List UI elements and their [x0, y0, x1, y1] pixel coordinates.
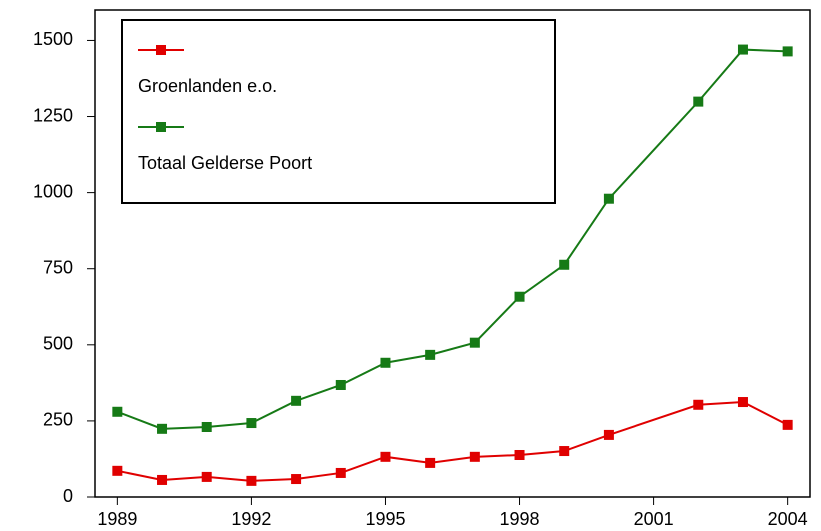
point-marker	[380, 357, 391, 368]
point-marker	[559, 446, 570, 457]
point-marker	[737, 44, 748, 55]
point-marker	[469, 337, 480, 348]
legend-label: Totaal Gelderse Poort	[138, 153, 312, 173]
point-marker	[737, 397, 748, 408]
point-marker	[335, 379, 346, 390]
x-tick-label: 2004	[768, 509, 808, 529]
point-marker	[425, 457, 436, 468]
point-marker	[157, 423, 168, 434]
point-marker	[693, 399, 704, 410]
x-tick-label: 1998	[500, 509, 540, 529]
point-marker	[201, 471, 212, 482]
series-line	[117, 401, 789, 482]
point-marker	[112, 406, 123, 417]
x-tick-label: 1995	[365, 509, 405, 529]
point-marker	[514, 291, 525, 302]
plot-frame	[94, 9, 811, 498]
y-tick-label: 1250	[33, 105, 73, 125]
point-marker	[425, 349, 436, 360]
x-tick-label: 1989	[97, 509, 137, 529]
y-tick-label: 0	[63, 486, 73, 506]
legend-marker	[156, 45, 166, 55]
y-tick-label: 500	[43, 334, 73, 354]
point-marker	[112, 465, 123, 476]
x-tick-label: 1992	[231, 509, 271, 529]
y-tick-label: 750	[43, 257, 73, 277]
y-tick-label: 1500	[33, 29, 73, 49]
point-marker	[603, 193, 614, 204]
point-marker	[380, 451, 391, 462]
y-tick-label: 250	[43, 410, 73, 430]
point-marker	[693, 96, 704, 107]
point-marker	[782, 46, 793, 57]
point-marker	[291, 395, 302, 406]
point-marker	[603, 429, 614, 440]
legend-box	[121, 19, 556, 204]
point-marker	[246, 475, 257, 486]
point-marker	[559, 259, 570, 270]
legend-marker	[156, 122, 166, 132]
legend-label: Groenlanden e.o.	[138, 76, 277, 96]
point-marker	[335, 467, 346, 478]
point-marker	[291, 474, 302, 485]
point-marker	[201, 421, 212, 432]
point-marker	[514, 449, 525, 460]
point-marker	[246, 418, 257, 429]
point-marker	[782, 419, 793, 430]
point-marker	[469, 451, 480, 462]
x-tick-label: 2001	[634, 509, 674, 529]
y-tick-label: 1000	[33, 181, 73, 201]
point-marker	[157, 474, 168, 485]
